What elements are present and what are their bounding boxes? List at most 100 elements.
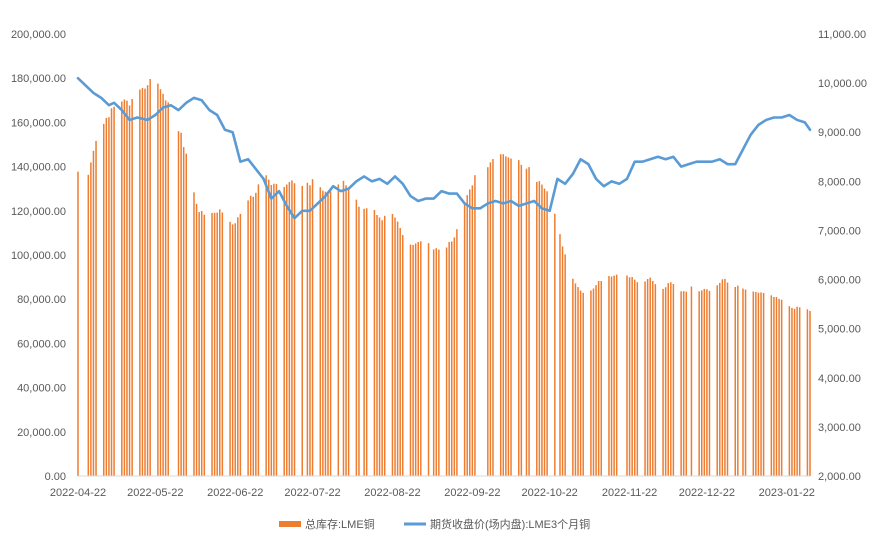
inventory-bar	[87, 174, 90, 476]
inventory-bar	[487, 167, 489, 476]
inventory-bar	[77, 171, 79, 476]
y-left-tick-label: 20,000.00	[17, 427, 66, 439]
inventory-bar	[396, 221, 399, 476]
inventory-bar	[412, 244, 414, 476]
inventory-bar	[510, 158, 512, 477]
inventory-bar	[231, 224, 234, 476]
inventory-bar	[667, 283, 669, 476]
inventory-bar	[561, 246, 564, 476]
x-tick-label: 2022-08-22	[364, 487, 420, 499]
inventory-bar	[579, 290, 582, 476]
inventory-bar	[685, 291, 688, 476]
inventory-bar	[474, 175, 476, 476]
y-left-tick-label: 40,000.00	[17, 383, 66, 395]
inventory-bar	[203, 214, 206, 476]
inventory-bar	[131, 99, 133, 476]
inventory-bar	[167, 102, 169, 477]
inventory-bar	[505, 156, 507, 476]
inventory-bar	[311, 179, 314, 476]
inventory-bar	[108, 117, 110, 476]
inventory-bar	[257, 184, 260, 477]
inventory-bar	[249, 195, 252, 477]
inventory-bar	[798, 307, 801, 476]
inventory-bar	[195, 203, 198, 477]
inventory-bar	[574, 283, 577, 476]
inventory-bar	[95, 140, 97, 476]
inventory-bar	[337, 184, 340, 476]
inventory-bar	[719, 282, 721, 476]
inventory-bar	[159, 89, 162, 476]
inventory-bar	[600, 281, 602, 476]
legend-swatch-bar	[279, 521, 301, 527]
inventory-bar	[489, 162, 492, 477]
inventory-bar	[363, 208, 365, 476]
x-tick-label: 2022-12-22	[679, 487, 735, 499]
inventory-bar	[528, 167, 530, 476]
inventory-bar	[703, 288, 706, 476]
inventory-bar	[652, 281, 654, 476]
legend: 总库存:LME铜 期货收盘价(场内盘):LME3个月铜	[279, 517, 590, 531]
inventory-bar	[502, 154, 505, 476]
inventory-bar	[773, 296, 775, 476]
y-left-tick-label: 200,000.00	[11, 29, 66, 41]
inventory-bar	[664, 287, 667, 476]
inventory-bar	[597, 280, 600, 476]
inventory-bar	[466, 195, 468, 476]
inventory-bar	[626, 275, 628, 476]
inventory-bar	[499, 154, 502, 477]
inventory-bar	[615, 274, 618, 476]
inventory-bar	[770, 295, 773, 476]
inventory-bar	[324, 191, 327, 476]
line-layer	[76, 76, 812, 220]
inventory-bar	[701, 290, 703, 476]
inventory-bar	[806, 309, 809, 476]
inventory-bar	[229, 221, 231, 476]
inventory-bar	[342, 180, 345, 476]
inventory-bar	[177, 131, 180, 477]
inventory-bar	[193, 192, 195, 476]
inventory-bar	[221, 212, 224, 477]
inventory-bar	[507, 157, 510, 477]
inventory-bar	[706, 289, 708, 476]
inventory-bar	[631, 277, 633, 476]
inventory-bar	[200, 211, 203, 476]
y-right-tick-label: 3,000.00	[818, 422, 861, 434]
inventory-bar	[378, 217, 381, 477]
inventory-bar	[322, 190, 324, 476]
inventory-bar	[572, 278, 574, 476]
inventory-bar	[546, 191, 548, 477]
inventory-bar	[252, 196, 255, 476]
price-line	[76, 76, 812, 220]
inventory-bar	[247, 200, 249, 477]
inventory-bar	[347, 189, 350, 477]
inventory-bar	[141, 88, 144, 476]
inventory-bar	[309, 185, 311, 476]
inventory-bar	[518, 160, 520, 476]
y-right-tick-label: 2,000.00	[818, 471, 861, 483]
inventory-bar	[180, 132, 182, 476]
inventory-bar	[543, 188, 546, 476]
y-right-tick-label: 9,000.00	[818, 127, 861, 139]
inventory-bar	[628, 277, 631, 476]
inventory-bar	[541, 184, 543, 476]
inventory-bar	[471, 185, 474, 476]
inventory-bar	[809, 310, 811, 476]
inventory-bar	[559, 234, 561, 476]
inventory-bar	[270, 184, 273, 476]
y-left-tick-label: 80,000.00	[17, 294, 66, 306]
inventory-bar	[123, 99, 126, 476]
y-right-tick-label: 8,000.00	[818, 176, 861, 188]
y-right-tick-label: 11,000.00	[818, 29, 866, 41]
inventory-bar	[306, 182, 309, 476]
inventory-bar	[445, 247, 448, 476]
inventory-bar	[293, 183, 296, 476]
inventory-bar	[788, 306, 791, 476]
inventory-bar	[219, 209, 221, 476]
x-tick-label: 2022-06-22	[207, 487, 263, 499]
inventory-bar	[536, 181, 538, 476]
inventory-bar	[394, 217, 396, 477]
inventory-bar	[417, 242, 419, 476]
inventory-bar	[265, 175, 267, 476]
